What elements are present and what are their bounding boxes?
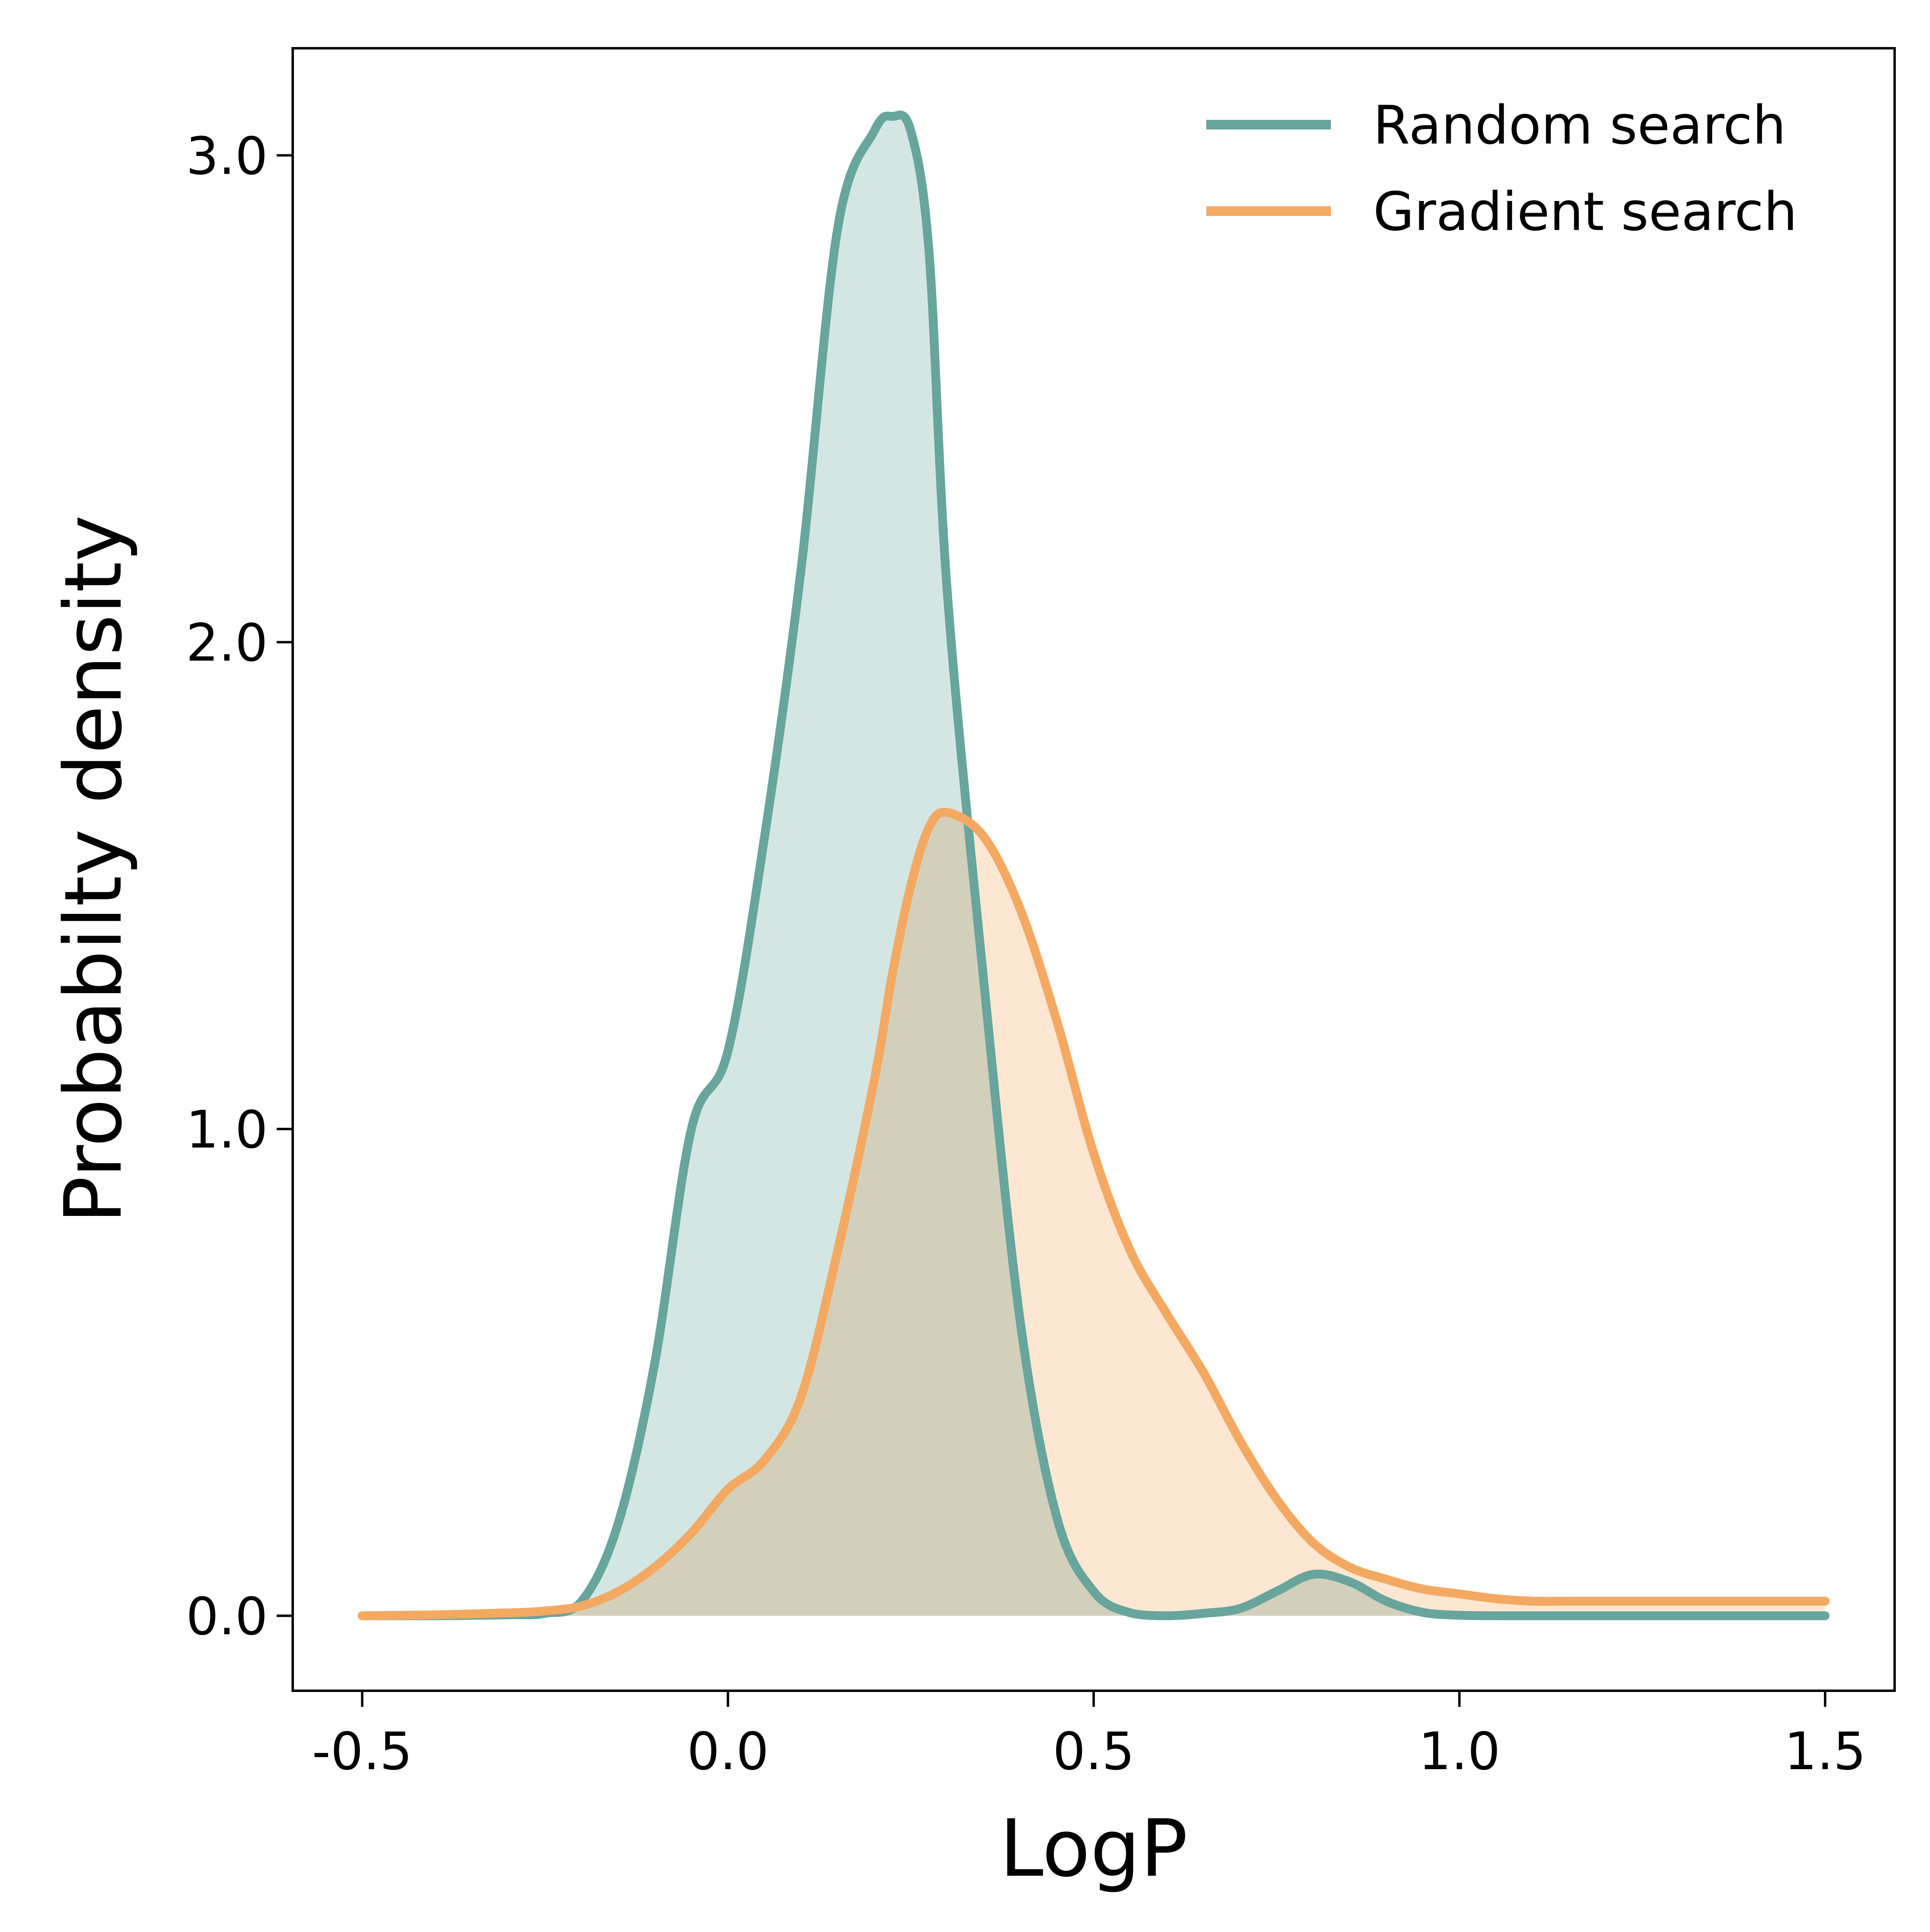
line-gradient-search (357, 808, 1830, 1620)
x-axis-label: LogP (1000, 1803, 1188, 1895)
x-tick-label: 1.0 (1419, 1722, 1501, 1782)
x-tick-label: 1.5 (1784, 1722, 1866, 1782)
line-random-search (357, 111, 1830, 1620)
legend: Random search Gradient search (1206, 94, 1797, 243)
area-gradient-search (362, 812, 1825, 1616)
x-tick-label: 0.0 (687, 1722, 769, 1782)
legend-label-gradient-search: Gradient search (1373, 181, 1797, 243)
legend-label-random-search: Random search (1373, 94, 1786, 156)
y-axis-ticks: 0.0 1.0 2.0 3.0 (186, 126, 293, 1647)
x-tick-label: 0.5 (1053, 1722, 1135, 1782)
x-axis-ticks: -0.5 0.0 0.5 1.0 1.5 (312, 1691, 1866, 1782)
area-random-search (362, 115, 1825, 1616)
y-tick-label: 3.0 (186, 126, 268, 186)
y-tick-label: 1.0 (186, 1100, 268, 1160)
y-tick-label: 0.0 (186, 1587, 268, 1647)
y-tick-label: 2.0 (186, 613, 268, 673)
y-axis-label: Probabilty density (48, 515, 140, 1224)
x-tick-label: -0.5 (312, 1722, 413, 1782)
plot-area (357, 111, 1830, 1620)
